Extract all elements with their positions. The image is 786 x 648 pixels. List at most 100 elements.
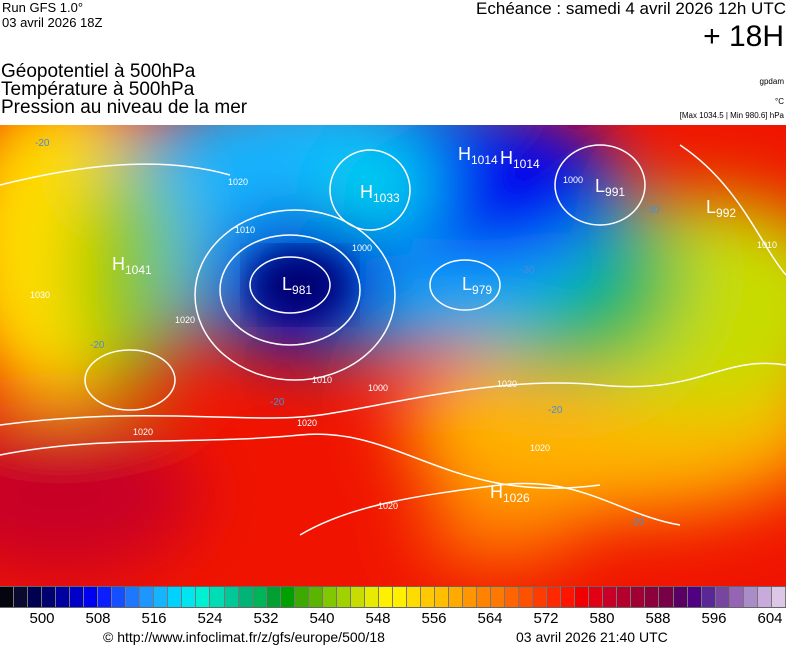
colorbar-tick-label: 540: [309, 610, 335, 627]
isobar-label: 1020: [297, 418, 318, 428]
temperature-label: -20: [270, 397, 285, 408]
title-pressure: Pression au niveau de la mer: [1, 97, 248, 118]
colorbar-tick-label: 524: [197, 610, 223, 627]
colorbar-tick-label: 516: [141, 610, 167, 627]
isobar-label: 1020: [378, 501, 399, 511]
colorbar-tick-label: 596: [701, 610, 727, 627]
isobar-label: 1020: [530, 443, 551, 453]
colorbar-swatch: [70, 587, 85, 607]
isobar-label: 1020: [175, 315, 196, 325]
colorbar-swatch: [238, 587, 253, 607]
colorbar-swatch: [477, 587, 492, 607]
colorbar-tick-label: 604: [757, 610, 783, 627]
colorbar-tick-label: 532: [253, 610, 279, 627]
pressure-center: H1026: [490, 482, 530, 505]
temperature-label: -30: [645, 205, 660, 216]
forecast-time: Echéance : samedi 4 avril 2026 12h UTC: [476, 0, 786, 18]
colorbar-swatch: [589, 587, 604, 607]
colorbar-swatch: [364, 587, 379, 607]
run-date: 03 avril 2026 18Z: [2, 15, 103, 30]
pressure-center: L979: [462, 274, 493, 297]
isobar-label: 1020: [497, 379, 518, 389]
pressure-center: H1014: [458, 144, 498, 167]
colorbar-swatch: [659, 587, 674, 607]
colorbar-swatch: [210, 587, 225, 607]
colorbar-swatch: [252, 587, 267, 607]
colorbar-swatch: [406, 587, 421, 607]
colorbar-swatch: [0, 587, 15, 607]
colorbar-swatch: [84, 587, 99, 607]
unit-pressure: [Max 1034.5 | Min 980.6] hPa: [679, 111, 784, 120]
colorbar-swatch: [378, 587, 393, 607]
colorbar-tick-label: 564: [477, 610, 503, 627]
isobar-label: 1000: [352, 243, 373, 253]
colorbar-swatch: [547, 587, 562, 607]
colorbar-swatch: [56, 587, 71, 607]
colorbar-tick-label: 548: [365, 610, 391, 627]
generation-time: 03 avril 2026 21:40 UTC: [516, 629, 668, 645]
colorbar-swatch: [182, 587, 197, 607]
colorbar-swatch: [645, 587, 660, 607]
colorbar-swatch: [294, 587, 309, 607]
pressure-center: H1033: [360, 182, 400, 205]
colorbar-swatch: [126, 587, 141, 607]
colorbar-swatch: [561, 587, 576, 607]
colorbar-tick-label: 508: [85, 610, 111, 627]
isobar-label: 1020: [133, 427, 154, 437]
title-temperature: Température à 500hPa: [1, 79, 195, 100]
colorbar-swatch: [575, 587, 590, 607]
lead-time: + 18H: [703, 20, 784, 53]
temperature-label: -20: [35, 138, 50, 149]
title-geopotential: Géopotentiel à 500hPa: [1, 61, 196, 82]
pressure-center: H1041: [112, 254, 152, 277]
weather-map: H1041 L981 H1033 H1014 H1014 L979 L991 L…: [0, 125, 786, 586]
colorbar-swatch: [533, 587, 548, 607]
colorbar-swatch: [434, 587, 449, 607]
colorbar-swatch: [154, 587, 169, 607]
colorbar-swatch: [322, 587, 337, 607]
isobar-label: 1000: [563, 175, 584, 185]
copyright-url: © http://www.infoclimat.fr/z/gfs/europe/…: [103, 629, 385, 645]
colorbar-swatch: [687, 587, 702, 607]
colorbar-swatch: [14, 587, 29, 607]
pressure-center: L991: [595, 176, 626, 199]
colorbar-swatch: [98, 587, 113, 607]
colorbar-swatch: [701, 587, 716, 607]
isobar-label: 1010: [312, 375, 333, 385]
colorbar-swatch: [771, 587, 786, 607]
colorbar-swatch: [196, 587, 211, 607]
colorbar-swatch: [463, 587, 478, 607]
colorbar-swatch: [336, 587, 351, 607]
colorbar-swatch: [715, 587, 730, 607]
run-info: Run GFS 1.0° 03 avril 2026 18Z: [2, 0, 102, 30]
unit-geopotential: gpdam: [759, 77, 784, 86]
colorbar-swatch: [280, 587, 295, 607]
isobars: [0, 144, 786, 536]
map-titles: Géopotentiel à 500hPa Température à 500h…: [1, 61, 248, 118]
unit-temperature: °C: [775, 97, 784, 106]
pressure-center: L981: [282, 274, 313, 297]
isobar-label: 1010: [757, 240, 778, 250]
colorbar-swatch: [392, 587, 407, 607]
isobar-label: 1010: [235, 225, 256, 235]
colorbar-swatch: [224, 587, 239, 607]
colorbar-swatch: [112, 587, 127, 607]
colorbar-tick-label: 580: [589, 610, 615, 627]
colorbar-tick-label: 572: [533, 610, 559, 627]
geopotential-field: [0, 125, 786, 586]
colorbar-swatch: [757, 587, 772, 607]
pressure-center: H1014: [500, 148, 540, 171]
temperature-label: -30: [520, 265, 535, 276]
colorbar-swatch: [266, 587, 281, 607]
colorbar-tick-label: 588: [645, 610, 671, 627]
colorbar: [0, 586, 786, 608]
colorbar-swatch: [168, 587, 183, 607]
colorbar-swatch: [631, 587, 646, 607]
isobar-label: 1030: [30, 290, 51, 300]
colorbar-swatch: [505, 587, 520, 607]
colorbar-swatch: [673, 587, 688, 607]
colorbar-swatch: [729, 587, 744, 607]
colorbar-swatch: [350, 587, 365, 607]
colorbar-swatch: [42, 587, 57, 607]
colorbar-swatch: [28, 587, 43, 607]
